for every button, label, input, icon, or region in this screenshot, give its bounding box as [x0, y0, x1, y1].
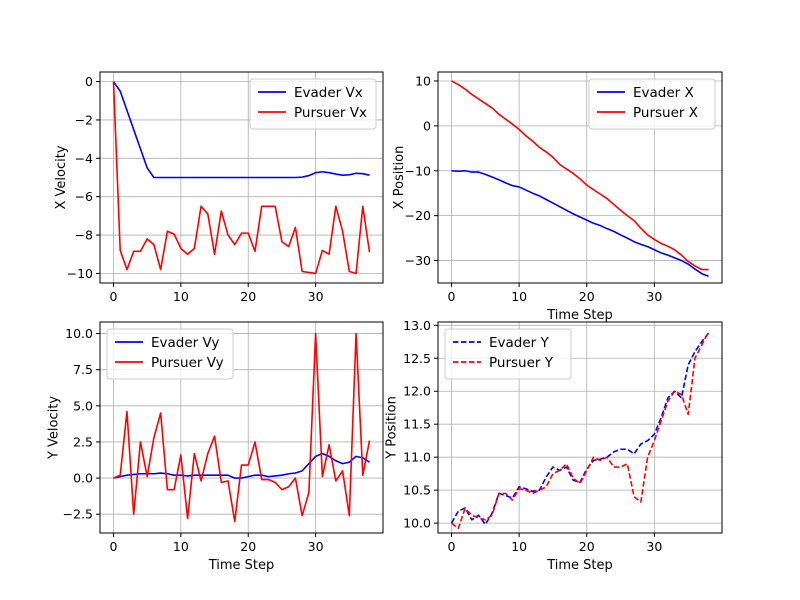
- y-tick-label: 10.0: [403, 516, 431, 531]
- y-tick-label: 0: [85, 74, 93, 89]
- x-axis-label: Time Step: [546, 558, 613, 573]
- y-tick-label: 10.0: [65, 326, 93, 341]
- y-tick-label: 12.0: [403, 384, 431, 399]
- x-tick-label: 20: [579, 539, 595, 554]
- x-tick-label: 20: [240, 539, 256, 554]
- subplot-2: 0 10 20 30 10 0 −10 −20 −30 Time Step X Position Ev…: [392, 71, 723, 323]
- x-tick-label: 20: [240, 289, 256, 304]
- series-line-pursuer-vy: [113, 332, 371, 523]
- y-tick-label: 12.5: [403, 351, 431, 366]
- axes-frame: [99, 71, 384, 284]
- legend-label: Evader Vy: [151, 335, 219, 351]
- x-tick-label: 10: [173, 539, 189, 554]
- y-tick-label: 10: [415, 73, 431, 88]
- axes-frame: [437, 71, 723, 284]
- y-tick-label: −10: [405, 163, 431, 178]
- legend: Evader X Pursuer X: [588, 78, 716, 130]
- y-tick-label: 5.0: [73, 398, 93, 413]
- y-tick-label: 0.0: [73, 471, 93, 486]
- y-tick-label: 13.0: [403, 318, 431, 333]
- legend-label: Evader Y: [489, 335, 550, 351]
- series-line-pursuer-y: [451, 331, 710, 530]
- series-group: [113, 332, 371, 523]
- y-tick-label: 0: [423, 118, 431, 133]
- y-tick-label: 11.5: [403, 417, 431, 432]
- y-axis-label: Y Position: [385, 396, 400, 460]
- y-tick-label: −10: [67, 266, 93, 281]
- x-tick-label: 10: [511, 289, 527, 304]
- subplot-1: 0 10 20 30 0 −2 −4 −6 −8 −10 X Velocity Evader Vx Pu…: [54, 71, 384, 304]
- series-line-evader-x: [451, 169, 709, 278]
- x-tick-label: 30: [646, 539, 662, 554]
- y-axis-label: X Velocity: [54, 145, 69, 209]
- legend-label: Pursuer Vy: [151, 355, 224, 371]
- x-tick-label: 0: [448, 539, 456, 554]
- y-tick-label: 10.5: [403, 483, 431, 498]
- y-axis-label: Y Velocity: [47, 396, 62, 460]
- subplot-3: 0 10 20 30 10.0 7.5 5.0 2.5 0.0 −2.5 Time Step Y Ve…: [47, 321, 384, 573]
- y-tick-label: −4: [75, 151, 93, 166]
- x-tick-label: 0: [109, 539, 117, 554]
- series-group: [450, 331, 710, 530]
- series-group: [112, 81, 371, 275]
- legend-label: Pursuer X: [633, 105, 698, 121]
- x-tick-label: 10: [173, 289, 189, 304]
- legend-label: Evader Vx: [294, 85, 363, 101]
- series-line-evader-vx: [112, 81, 370, 179]
- y-tick-label: 7.5: [73, 362, 93, 377]
- y-tick-label: −6: [75, 189, 93, 204]
- axes-frame: [99, 321, 384, 534]
- axes-frame: [437, 321, 723, 534]
- legend: Evader Y Pursuer Y: [444, 328, 572, 380]
- subplot-4: 0 10 20 30 13.0 12.5 12.0 11.5 11.0 10.5 10.0 Time …: [385, 318, 723, 573]
- x-tick-label: 30: [308, 539, 324, 554]
- x-tick-label: 10: [511, 539, 527, 554]
- series-line-pursuer-x: [451, 80, 709, 271]
- x-axis-label: Time Step: [546, 308, 613, 323]
- x-tick-label: 30: [646, 289, 662, 304]
- y-tick-label: −20: [405, 208, 431, 223]
- legend-label: Evader X: [633, 85, 694, 101]
- y-tick-label: 11.0: [403, 450, 431, 465]
- y-tick-label: −8: [75, 228, 93, 243]
- legend-label: Pursuer Y: [489, 355, 554, 371]
- x-tick-label: 0: [448, 289, 456, 304]
- x-axis-label: Time Step: [208, 558, 275, 573]
- y-tick-label: −30: [405, 253, 431, 268]
- legend-box: [444, 328, 572, 380]
- y-tick-label: −2: [75, 112, 93, 127]
- series-group: [451, 80, 709, 278]
- series-line-pursuer-vx: [112, 81, 371, 275]
- y-axis-label: X Position: [392, 146, 407, 210]
- legend: Evader Vy Pursuer Vy: [106, 328, 234, 380]
- legend-label: Pursuer Vx: [294, 105, 367, 121]
- x-tick-label: 20: [579, 289, 595, 304]
- x-tick-label: 0: [109, 289, 117, 304]
- legend: Evader Vx Pursuer Vx: [249, 78, 377, 130]
- x-tick-label: 30: [308, 289, 324, 304]
- y-tick-label: −2.5: [63, 507, 93, 522]
- y-tick-label: 2.5: [73, 434, 93, 449]
